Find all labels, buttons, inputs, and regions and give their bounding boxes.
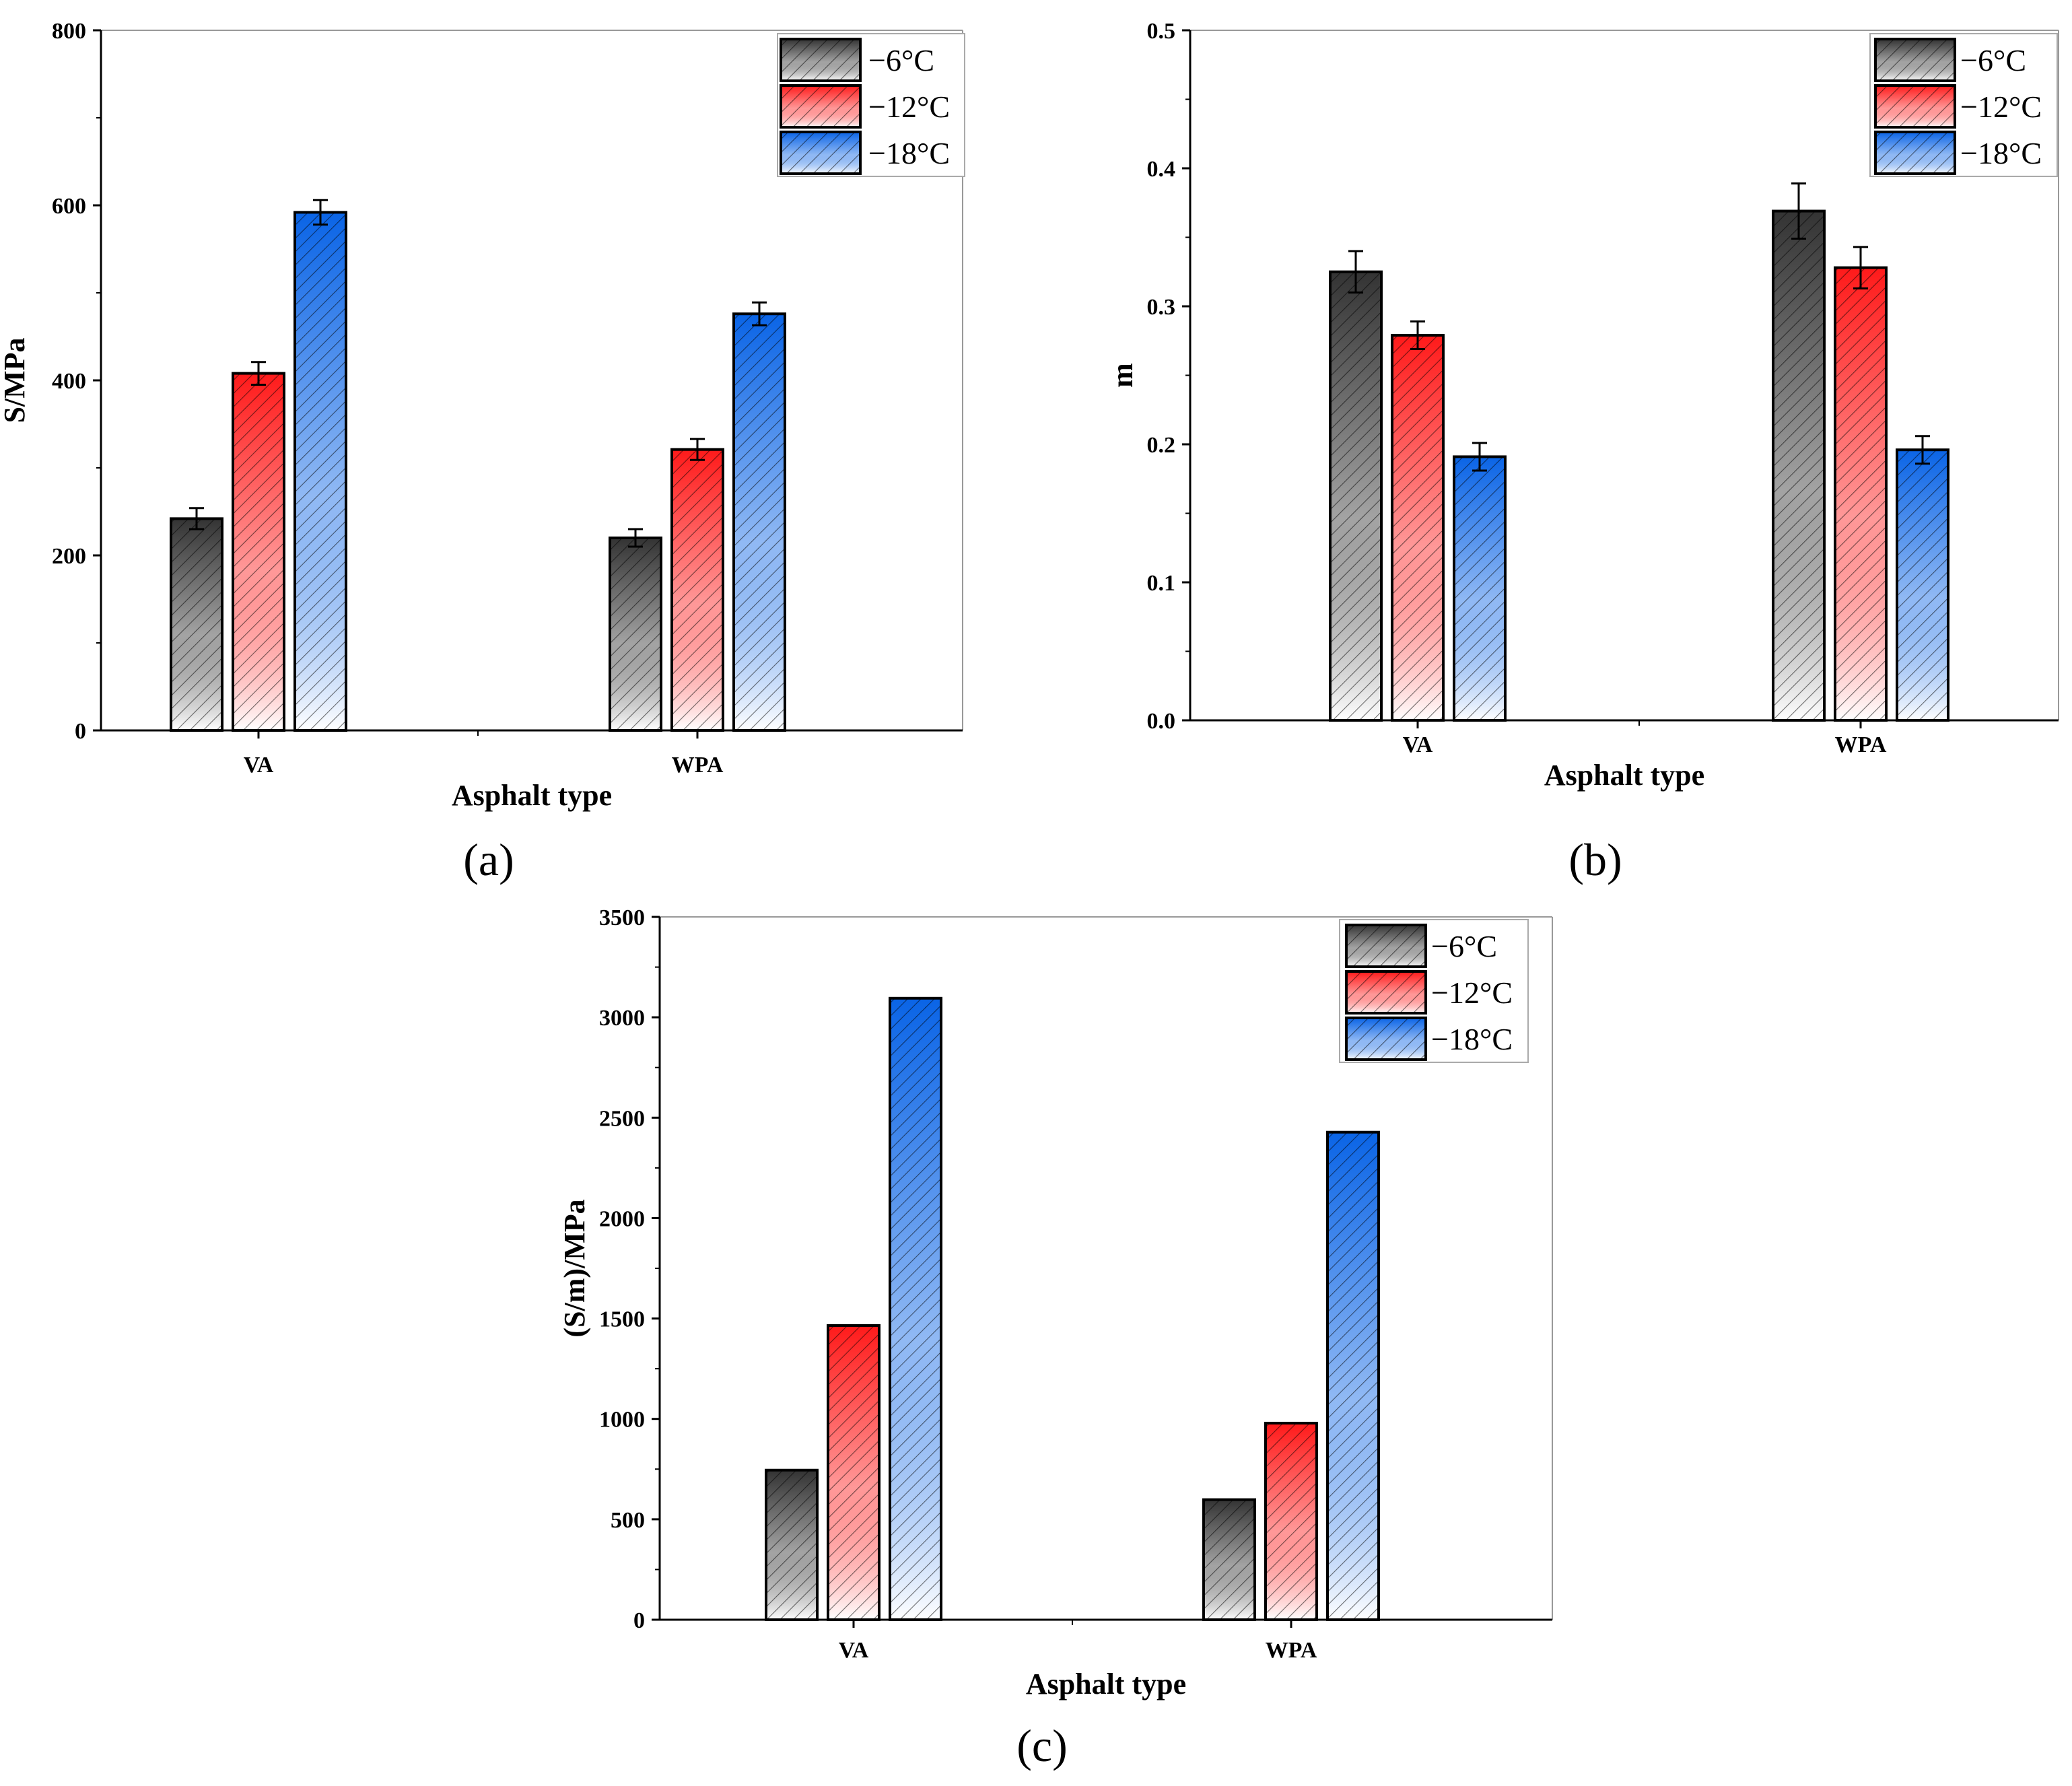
legend-swatch-hatch (1874, 131, 1956, 175)
panel-label: (a) (463, 834, 514, 885)
y-tick-label: 200 (52, 544, 86, 569)
y-tick-label: 0 (633, 1608, 645, 1633)
y-tick-label: 3500 (599, 905, 645, 930)
y-axis-title: (S/m)/MPa (558, 1199, 591, 1337)
y-tick-label: 500 (611, 1508, 645, 1533)
legend-label-minus-18-c: −18°C (1960, 136, 2042, 170)
x-tick-label-wpa: WPA (1266, 1638, 1317, 1663)
bar-hatch-wpa-minus-18-c (1326, 1130, 1380, 1622)
legend: −6°C −12°C −18°C (1869, 33, 2058, 177)
y-tick-label: 0.0 (1147, 709, 1176, 734)
y-tick-label: 2000 (599, 1206, 645, 1231)
y-tick-label: 0 (75, 719, 86, 744)
bar-hatch-wpa-minus-18-c (1896, 448, 1949, 722)
y-axis-title: S/MPa (0, 337, 31, 423)
bar-hatch-va-minus-18-c (889, 996, 942, 1621)
bar-hatch-va-minus-12-c (232, 372, 285, 732)
x-axis-title: Asphalt type (1026, 1668, 1186, 1701)
legend-swatch-hatch (1345, 924, 1427, 968)
y-tick-label: 0.4 (1147, 157, 1176, 182)
legend-label-minus-12-c: −12°C (1431, 975, 1513, 1010)
y-tick-label: 3000 (599, 1006, 645, 1031)
x-tick-label-va: VA (244, 753, 274, 778)
legend-swatch-hatch (780, 84, 862, 129)
bar-hatch-va-minus-18-c (293, 211, 347, 732)
panel-label: (c) (1016, 1720, 1067, 1771)
bar-hatch-wpa-minus-6-c (609, 537, 662, 732)
bar-hatch-wpa-minus-6-c (1772, 209, 1826, 722)
bar-hatch-va-minus-18-c (1453, 455, 1507, 722)
bar-hatch-va-minus-6-c (1329, 270, 1383, 722)
y-tick-label: 2500 (599, 1106, 645, 1131)
legend-label-minus-6-c: −6°C (1431, 929, 1497, 963)
y-tick-label: 1000 (599, 1408, 645, 1433)
legend-label-minus-18-c: −18°C (1431, 1022, 1513, 1056)
y-axis-title: m (1106, 363, 1139, 388)
bar-hatch-va-minus-6-c (170, 517, 223, 732)
legend-swatch-hatch (1345, 1017, 1427, 1061)
legend-swatch-hatch (1874, 84, 1956, 129)
bar-hatch-wpa-minus-12-c (1264, 1421, 1318, 1621)
y-tick-label: 800 (52, 19, 86, 44)
legend-swatch-hatch (1345, 970, 1427, 1015)
y-tick-label: 0.1 (1147, 571, 1176, 596)
bar-hatch-wpa-minus-12-c (1834, 266, 1888, 722)
legend-swatch-hatch (1874, 38, 1956, 82)
legend-label-minus-12-c: −12°C (1960, 90, 2042, 124)
y-tick-label: 600 (52, 194, 86, 219)
y-tick-label: 400 (52, 369, 86, 394)
legend: −6°C −12°C −18°C (1339, 919, 1529, 1063)
x-tick-label-wpa: WPA (672, 753, 724, 778)
legend-label-minus-12-c: −12°C (868, 90, 950, 124)
legend-label-minus-6-c: −6°C (868, 43, 934, 77)
chart-panel-2: 0.0 0.1 0.2 0.3 0.4 0.5 VA WPA Asphalt type m −6°C… (1106, 19, 2059, 885)
x-axis-title: Asphalt type (1544, 759, 1704, 792)
y-tick-label: 1500 (599, 1307, 645, 1332)
legend-swatch-hatch (780, 131, 862, 175)
y-tick-label: 0.3 (1147, 295, 1176, 320)
legend-swatch-hatch (780, 38, 862, 82)
legend-label-minus-6-c: −6°C (1960, 43, 2026, 77)
y-tick-label: 0.5 (1147, 19, 1176, 44)
legend-label-minus-18-c: −18°C (868, 136, 950, 170)
x-tick-label-va: VA (1403, 732, 1433, 757)
y-tick-label: 0.2 (1147, 433, 1176, 458)
bar-hatch-wpa-minus-6-c (1202, 1498, 1256, 1622)
bar-hatch-va-minus-12-c (1391, 334, 1445, 722)
x-tick-label-va: VA (839, 1638, 869, 1663)
bar-hatch-va-minus-12-c (827, 1324, 880, 1622)
x-tick-label-wpa: WPA (1835, 732, 1887, 757)
x-axis-title: Asphalt type (452, 779, 612, 812)
chart-panel-3: 0 500 1000 1500 2000 2500 3000 3500 VA WPA Asphalt… (558, 905, 1553, 1771)
bar-hatch-va-minus-6-c (765, 1468, 819, 1621)
legend: −6°C −12°C −18°C (777, 33, 965, 177)
panel-label: (b) (1568, 834, 1622, 885)
bar-hatch-wpa-minus-12-c (670, 448, 724, 732)
bar-hatch-wpa-minus-18-c (732, 312, 786, 732)
